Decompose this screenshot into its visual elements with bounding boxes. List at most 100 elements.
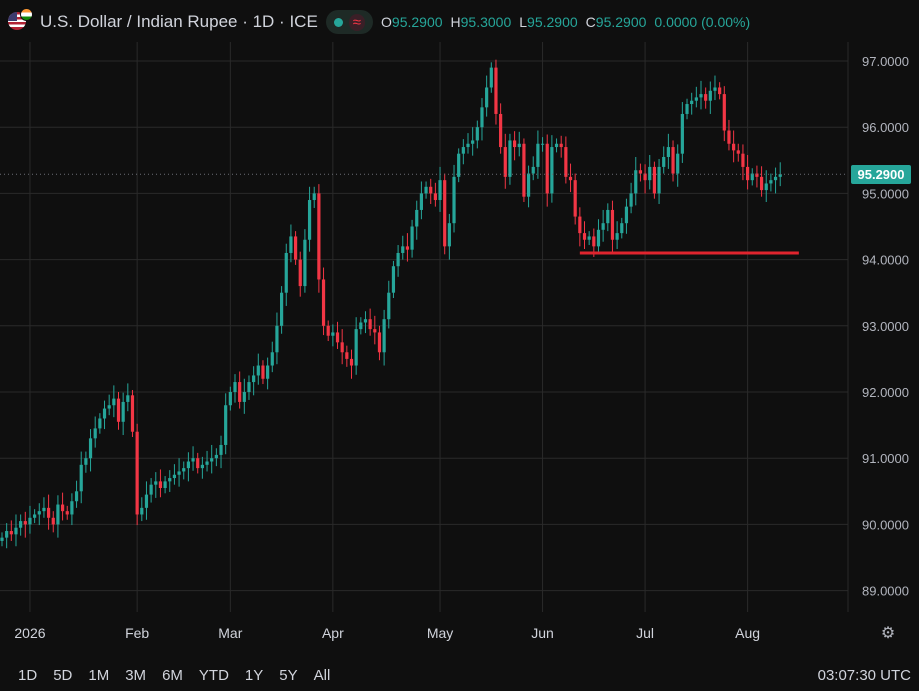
- candle-body: [415, 209, 419, 227]
- candle-body: [293, 236, 298, 260]
- candle-body: [200, 464, 204, 469]
- candle-body: [307, 200, 312, 240]
- candle-body: [238, 382, 242, 402]
- timeframe-all[interactable]: All: [313, 667, 331, 684]
- candle-body: [65, 511, 69, 515]
- candle-body: [634, 170, 638, 194]
- candle-body: [513, 140, 517, 148]
- y-tick-label: 91.0000: [862, 451, 909, 466]
- candle-body: [177, 471, 181, 475]
- timeframe-6m[interactable]: 6M: [162, 667, 183, 684]
- candle-body: [680, 113, 684, 154]
- candle-body: [676, 153, 680, 174]
- timeframe-1y[interactable]: 1Y: [244, 667, 264, 684]
- candle-body: [759, 176, 764, 191]
- candle-body: [755, 173, 759, 177]
- candle-body: [573, 180, 577, 217]
- settings-gear-icon[interactable]: ⚙: [880, 625, 896, 642]
- candle-body: [727, 130, 731, 144]
- currency-flags-icon: [8, 8, 33, 32]
- candle-body: [429, 186, 433, 194]
- candle-body: [23, 521, 27, 525]
- status-pill[interactable]: ≈: [325, 10, 374, 34]
- timeframe-1d[interactable]: 1D: [18, 667, 38, 684]
- candle-body: [410, 226, 414, 250]
- candle-body: [526, 173, 531, 197]
- timeframe-5y[interactable]: 5Y: [279, 667, 298, 684]
- timeframe-1m[interactable]: 1M: [88, 667, 110, 684]
- y-tick-label: 97.0000: [862, 54, 909, 69]
- candle-body: [764, 183, 768, 191]
- candle-body: [620, 223, 624, 234]
- candle-body: [582, 233, 587, 240]
- candle-body: [172, 474, 177, 479]
- candle-body: [349, 358, 354, 366]
- candle-body: [545, 143, 549, 194]
- candle-body: [144, 494, 149, 508]
- candle-body: [685, 104, 689, 114]
- candle-body: [746, 166, 750, 181]
- candle-body: [354, 329, 358, 366]
- y-tick-label: 89.0000: [862, 584, 909, 599]
- candle-body: [233, 382, 237, 392]
- candle-body: [158, 481, 163, 488]
- timeframe-5d[interactable]: 5D: [53, 667, 73, 684]
- candle-body: [261, 365, 265, 379]
- price-chart[interactable]: 97.0000 96.0000 95.0000 94.0000 93.0000 92.00…: [0, 0, 919, 660]
- candle-body: [480, 107, 484, 128]
- candle-body: [19, 521, 23, 528]
- x-tick-label: Mar: [218, 625, 242, 641]
- candle-body: [14, 527, 18, 535]
- candle-body: [648, 166, 652, 181]
- candle-body: [652, 166, 656, 194]
- candle-body: [242, 392, 246, 402]
- candle-body: [596, 229, 601, 247]
- candle-body: [568, 176, 573, 181]
- candle-body: [452, 176, 456, 224]
- x-tick-label: Apr: [322, 625, 344, 641]
- candle-body: [88, 438, 93, 459]
- candle-body: [387, 292, 391, 320]
- candle-body: [219, 444, 223, 455]
- candle-body: [554, 143, 559, 148]
- candle-body: [732, 143, 736, 151]
- candle-body: [610, 209, 615, 240]
- candle-body: [33, 514, 37, 518]
- timeframe-3m[interactable]: 3M: [125, 667, 147, 684]
- candle-body: [5, 531, 9, 538]
- candle-body: [396, 252, 400, 267]
- candle-body: [191, 458, 195, 462]
- candle-body: [769, 180, 773, 184]
- candle-body: [690, 100, 694, 105]
- candle-body: [718, 87, 722, 95]
- candle-body: [405, 246, 410, 250]
- candle-body: [107, 405, 111, 409]
- candle-body: [750, 173, 754, 181]
- timeframe-ytd[interactable]: YTD: [198, 667, 229, 684]
- candle-body: [773, 176, 778, 181]
- candle-body: [98, 418, 102, 429]
- candle-body: [741, 153, 745, 167]
- candle-body: [280, 292, 284, 326]
- candle-body: [713, 87, 717, 91]
- candle-body: [694, 97, 698, 101]
- candle-body: [266, 365, 270, 379]
- candle-body: [736, 150, 740, 154]
- x-tick-label: Feb: [125, 625, 149, 641]
- y-tick-label: 94.0000: [862, 253, 909, 268]
- timeframe-selector: 1D 5D 1M 3M 6M YTD 1Y 5Y All: [10, 667, 338, 684]
- candle-body: [377, 332, 382, 353]
- candle-body: [224, 405, 228, 445]
- candle-body: [671, 147, 675, 174]
- symbol-title[interactable]: U.S. Dollar / Indian Rupee · 1D · ICE: [40, 12, 318, 31]
- candle-body: [312, 193, 316, 201]
- candle-body: [419, 193, 423, 210]
- candle-body: [461, 147, 465, 154]
- utc-clock[interactable]: 03:07:30 UTC: [817, 667, 911, 684]
- candle-body: [708, 90, 712, 101]
- candle-body: [340, 342, 344, 353]
- y-tick-label: 90.0000: [862, 517, 909, 532]
- candle-body: [499, 113, 503, 148]
- x-tick-label: Jun: [531, 625, 554, 641]
- candle-body: [438, 180, 442, 201]
